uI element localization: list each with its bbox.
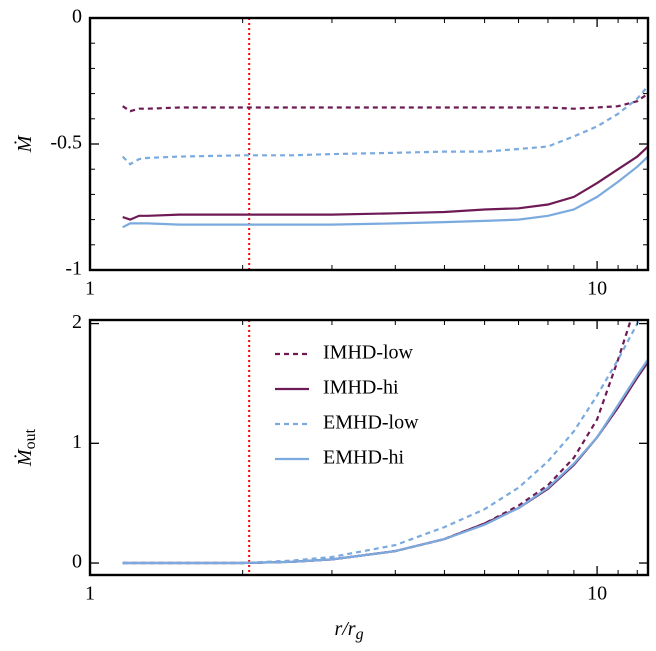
x-axis-label: r/rg [334,618,363,643]
x-tick-label: 1 [85,583,95,605]
x-tick-label: 10 [587,583,607,605]
series-line [121,85,648,166]
y-tick-label: -0.5 [50,132,82,154]
y-axis-label-sub: out [22,428,39,449]
x-axis-label-main: r/r [334,618,355,640]
y-tick-label: 1 [72,431,82,453]
y-axis-label-main: Ṁ [13,134,36,153]
y-axis-label: Ṁout [13,428,39,467]
series-line [122,92,648,113]
legend-label: EMHD-hi [323,447,405,469]
y-tick-label: 0 [72,551,82,573]
series-line [122,358,648,565]
series-line [122,145,648,221]
y-tick-label: 0 [72,6,82,28]
frame [88,16,650,272]
legend-label: IMHD-low [323,342,414,364]
frame [88,318,650,577]
x-axis-label-sub: g [356,626,364,643]
series-line [122,320,641,565]
legend-label: EMHD-low [323,412,419,434]
plot-area [122,320,648,575]
y-tick-label: -1 [65,258,82,280]
y-axis-label-main: Ṁ [13,448,36,467]
x-tick-label: 10 [587,278,607,300]
plot-area [121,18,648,270]
x-tick-label: 1 [85,278,95,300]
legend-label: IMHD-hi [323,377,399,399]
y-axis-label: Ṁ [13,134,36,153]
series-line [122,155,648,229]
y-tick-label: 2 [72,311,82,333]
